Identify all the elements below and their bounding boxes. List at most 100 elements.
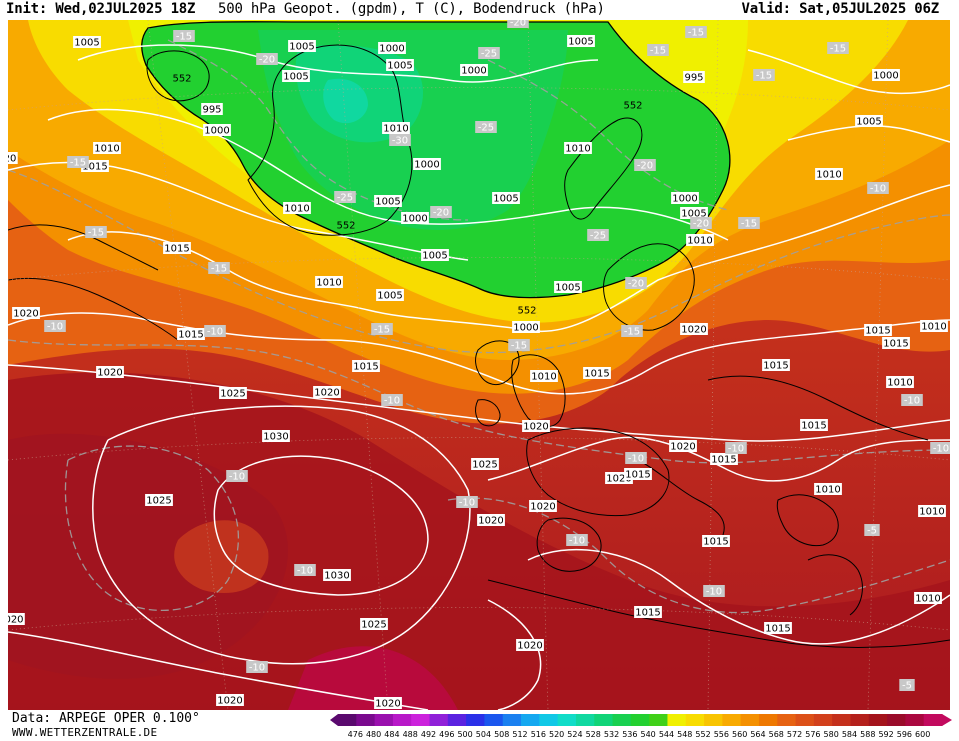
isobar-label: 1015	[583, 367, 611, 380]
svg-text:1015: 1015	[711, 455, 736, 466]
isotherm-label: -5	[899, 679, 915, 692]
isotherm-label: -25	[475, 121, 497, 134]
svg-text:1020: 1020	[681, 325, 706, 336]
isobar-label: 1005	[73, 36, 101, 49]
svg-text:1020: 1020	[670, 442, 695, 453]
legend-swatch	[392, 714, 412, 726]
legend-tick-label: 532	[604, 730, 619, 739]
isotherm-label: -20	[507, 20, 529, 29]
isotherm-label: -25	[334, 191, 356, 204]
svg-text:-5: -5	[867, 526, 877, 537]
svg-text:1000: 1000	[513, 323, 538, 334]
legend-swatch	[612, 714, 632, 726]
isobar-label: 1005	[567, 35, 595, 48]
svg-text:1020: 1020	[97, 368, 122, 379]
legend-swatch	[521, 714, 540, 726]
isobar-label: 1005	[680, 207, 708, 220]
svg-text:1005: 1005	[283, 72, 308, 83]
svg-text:1010: 1010	[94, 144, 119, 155]
legend-tick-label: 504	[476, 730, 491, 739]
svg-text:1010: 1010	[815, 485, 840, 496]
svg-text:-10: -10	[870, 184, 886, 195]
svg-text:020: 020	[8, 615, 24, 626]
isobar-label: 1005	[492, 192, 520, 205]
svg-text:1020: 1020	[517, 641, 542, 652]
svg-text:1030: 1030	[324, 571, 349, 582]
legend-tick-label: 556	[714, 730, 729, 739]
legend-tick-label: 584	[842, 730, 857, 739]
svg-text:1025: 1025	[361, 620, 386, 631]
isobar-label: 1000	[671, 192, 699, 205]
svg-text:1020: 1020	[314, 388, 339, 399]
svg-text:-20: -20	[693, 219, 709, 230]
svg-text:1020: 1020	[523, 422, 548, 433]
svg-text:1000: 1000	[379, 44, 404, 55]
legend-swatch	[539, 714, 559, 726]
legend-tick-label: 500	[457, 730, 472, 739]
isobar-label: 1010	[564, 142, 592, 155]
svg-text:-10: -10	[297, 566, 313, 577]
svg-text:-15: -15	[88, 228, 104, 239]
svg-text:1015: 1015	[635, 608, 660, 619]
isotherm-label: -30	[389, 134, 411, 147]
svg-text:-10: -10	[569, 536, 585, 547]
legend-tick-label: 488	[403, 730, 418, 739]
legend-swatch	[338, 714, 357, 726]
legend-tick-label: 564	[750, 730, 765, 739]
legend-tick-label: 524	[567, 730, 582, 739]
legend-swatch	[594, 714, 614, 726]
svg-text:1000: 1000	[461, 66, 486, 77]
isobar-label: 1010	[315, 276, 343, 289]
svg-text:1025: 1025	[146, 496, 171, 507]
legend-swatch	[374, 714, 394, 726]
legend-swatch	[758, 714, 778, 726]
isobar-label: 1000	[872, 69, 900, 82]
svg-text:1005: 1005	[74, 38, 99, 49]
svg-text:-10: -10	[628, 454, 644, 465]
legend-swatch	[484, 714, 504, 726]
isobar-label: 1015	[634, 606, 662, 619]
svg-text:552: 552	[517, 306, 536, 317]
svg-text:995: 995	[684, 73, 703, 84]
geopotential-label: 552	[172, 74, 191, 85]
svg-text:1000: 1000	[873, 71, 898, 82]
isobar-label: 1015	[177, 328, 205, 341]
svg-text:-15: -15	[211, 264, 227, 275]
svg-text:-25: -25	[337, 193, 353, 204]
legend-swatch	[795, 714, 815, 726]
svg-text:1015: 1015	[625, 470, 650, 481]
field-light-blob	[174, 520, 269, 594]
svg-text:1005: 1005	[681, 209, 706, 220]
isotherm-label: -20	[625, 277, 647, 290]
svg-text:1010: 1010	[383, 124, 408, 135]
legend-swatch	[502, 714, 522, 726]
isotherm-label: -15	[621, 325, 643, 338]
legend-tick-label: 484	[384, 730, 399, 739]
svg-text:-10: -10	[47, 322, 63, 333]
legend-swatch	[722, 714, 742, 726]
isobar-label: 1010	[93, 142, 121, 155]
isotherm-label: -10	[204, 325, 226, 338]
isobar-label: 1025	[219, 387, 247, 400]
svg-text:1005: 1005	[568, 37, 593, 48]
legend-swatch	[557, 714, 577, 726]
svg-text:1010: 1010	[919, 507, 944, 518]
svg-text:1010: 1010	[316, 278, 341, 289]
isobar-label: 1015	[624, 468, 652, 481]
isotherm-label: -10	[901, 394, 923, 407]
isotherm-label: -10	[566, 534, 588, 547]
legend-swatch	[411, 714, 431, 726]
isobar-label: 1020	[516, 639, 544, 652]
svg-text:1020: 1020	[375, 699, 400, 710]
legend-tick-label: 548	[677, 730, 692, 739]
legend-tick-label: 516	[531, 730, 546, 739]
isobar-label: 1015	[163, 242, 191, 255]
svg-text:1010: 1010	[531, 372, 556, 383]
svg-text:1025: 1025	[220, 389, 245, 400]
isobar-label: 1010	[920, 320, 948, 333]
legend-tick-label: 480	[366, 730, 381, 739]
isobar-label: 1005	[376, 289, 404, 302]
legend-swatch	[868, 714, 888, 726]
svg-text:1015: 1015	[883, 339, 908, 350]
